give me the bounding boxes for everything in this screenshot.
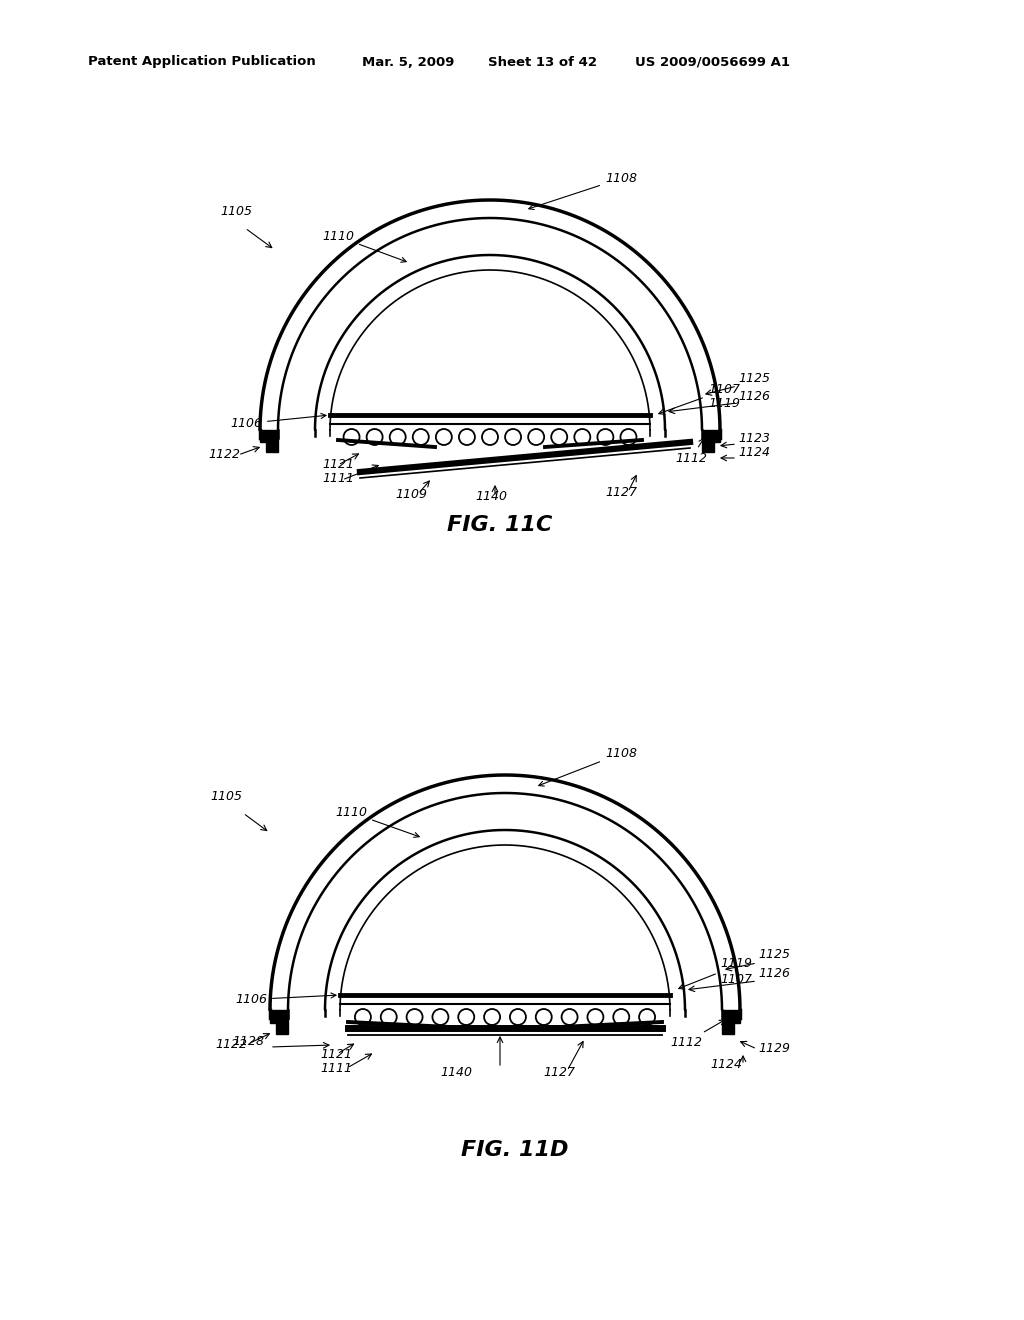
Text: 1121: 1121 — [322, 458, 354, 471]
Text: 1126: 1126 — [738, 389, 770, 403]
Text: 1119: 1119 — [720, 957, 752, 970]
Text: 1123: 1123 — [738, 432, 770, 445]
Polygon shape — [270, 1010, 288, 1034]
Text: 1124: 1124 — [738, 446, 770, 459]
Text: 1127: 1127 — [543, 1067, 575, 1078]
Text: 1122: 1122 — [215, 1038, 247, 1051]
Text: FIG. 11D: FIG. 11D — [461, 1140, 568, 1160]
Text: Sheet 13 of 42: Sheet 13 of 42 — [488, 55, 597, 69]
Text: 1126: 1126 — [758, 968, 790, 979]
Text: Mar. 5, 2009: Mar. 5, 2009 — [362, 55, 455, 69]
Text: 1110: 1110 — [335, 807, 419, 837]
Text: 1108: 1108 — [528, 172, 637, 210]
Text: 1112: 1112 — [675, 438, 707, 465]
Text: 1124: 1124 — [710, 1059, 742, 1071]
Text: 1110: 1110 — [322, 230, 407, 263]
Text: 1112: 1112 — [670, 1020, 725, 1049]
Text: Patent Application Publication: Patent Application Publication — [88, 55, 315, 69]
Text: 1125: 1125 — [758, 948, 790, 961]
Text: 1106: 1106 — [234, 993, 336, 1006]
Text: 1106: 1106 — [230, 413, 326, 430]
Text: 1129: 1129 — [758, 1041, 790, 1055]
Text: 1128: 1128 — [232, 1035, 264, 1048]
Text: 1111: 1111 — [322, 473, 354, 484]
Polygon shape — [702, 430, 720, 451]
Text: FIG. 11C: FIG. 11C — [447, 515, 553, 535]
Text: 1105: 1105 — [220, 205, 252, 218]
Text: 1121: 1121 — [319, 1048, 352, 1061]
Text: 1119: 1119 — [708, 397, 740, 411]
Text: 1105: 1105 — [210, 789, 242, 803]
Polygon shape — [722, 1010, 740, 1034]
Text: 1107: 1107 — [720, 973, 752, 986]
Text: 1109: 1109 — [395, 488, 427, 502]
Text: 1107: 1107 — [708, 383, 740, 396]
Text: US 2009/0056699 A1: US 2009/0056699 A1 — [635, 55, 790, 69]
Text: 1140: 1140 — [475, 490, 507, 503]
Text: 1122: 1122 — [208, 447, 240, 461]
Text: 1140: 1140 — [440, 1067, 472, 1078]
Text: 1125: 1125 — [738, 372, 770, 385]
Text: 1111: 1111 — [319, 1063, 352, 1074]
Text: 1108: 1108 — [539, 747, 637, 785]
Text: 1127: 1127 — [605, 486, 637, 499]
Polygon shape — [260, 430, 278, 451]
